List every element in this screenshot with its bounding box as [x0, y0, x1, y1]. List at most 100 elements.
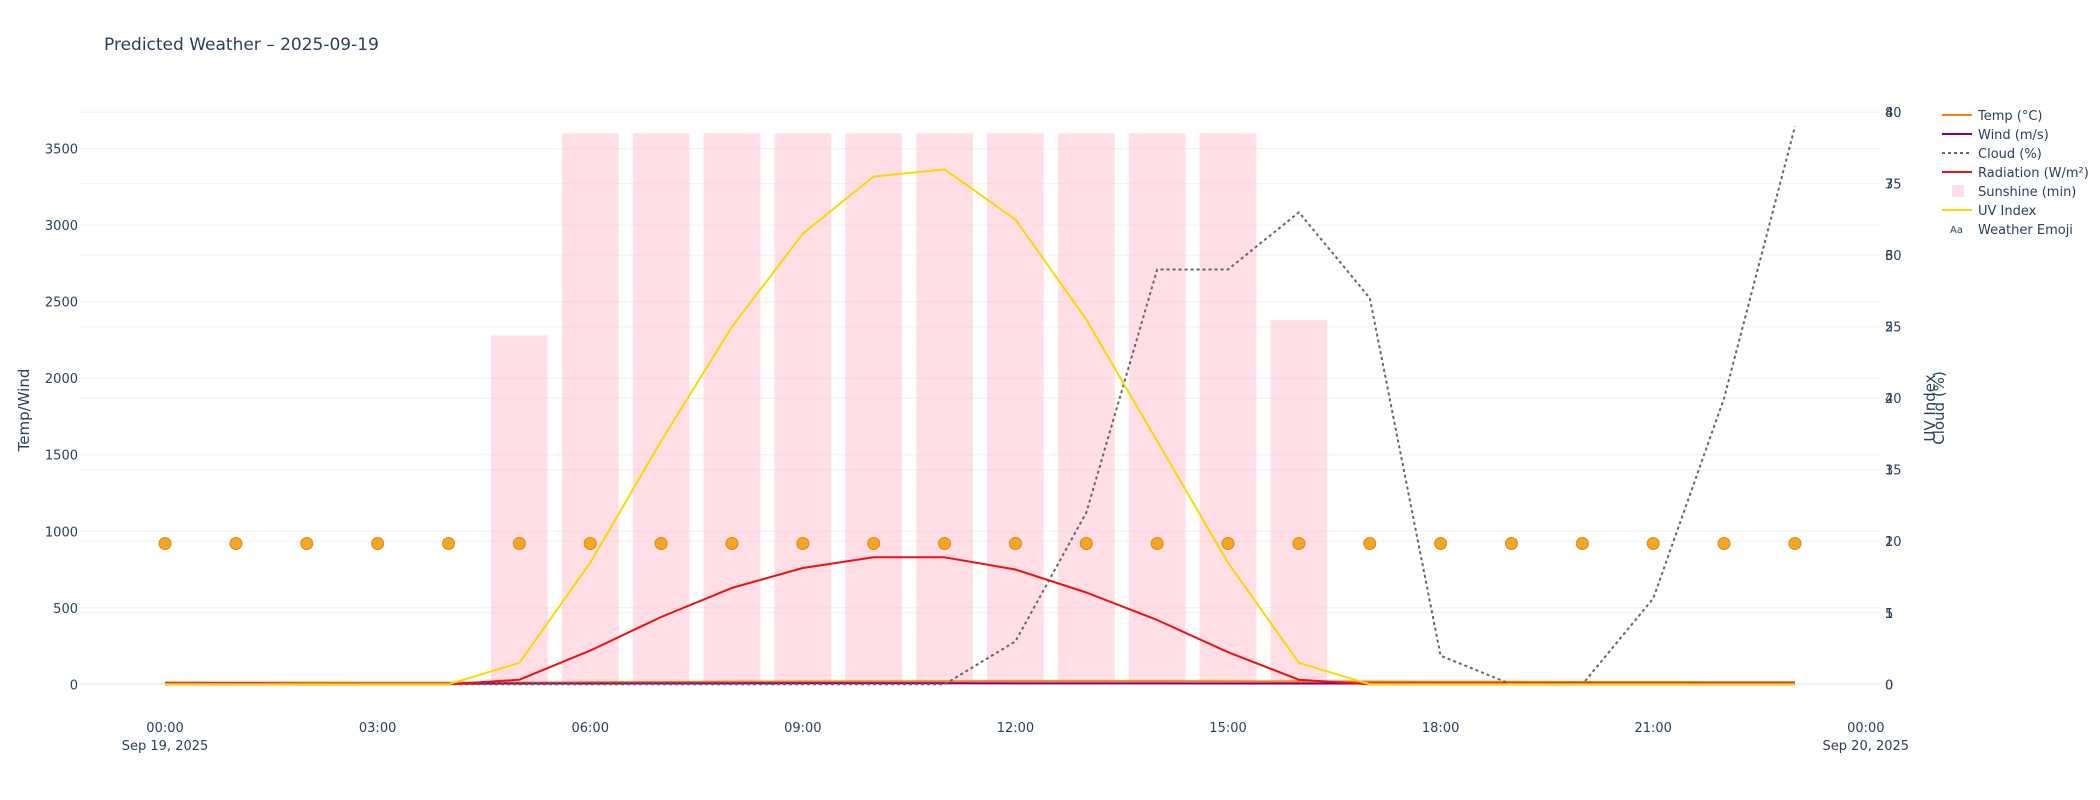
weather-emoji-marker	[1646, 536, 1660, 550]
legend[interactable]: Temp (°C) Wind (m/s) Cloud (%) Radiation (W…	[1942, 109, 2089, 238]
weather-emoji-marker	[1504, 536, 1518, 550]
weather-emoji-marker	[796, 536, 810, 550]
legend-label: UV Index	[1978, 204, 2037, 219]
y-uv-tick-label: 6	[1885, 249, 1893, 264]
legend-swatch: Aa	[1950, 225, 1963, 236]
x-tick-label: 09:00	[784, 721, 821, 736]
y-uv-tick-label: 8	[1885, 106, 1893, 121]
weather-emoji-marker	[1008, 536, 1022, 550]
x-tick-label: 03:00	[359, 721, 396, 736]
x-tick-label: 06:00	[572, 721, 609, 736]
legend-swatch	[1952, 185, 1964, 197]
legend-item[interactable]: Temp (°C)	[1942, 109, 2043, 124]
y-uv-tick-label: 7	[1885, 178, 1893, 193]
sunshine-bar	[491, 335, 548, 685]
gridlines	[80, 111, 1880, 686]
weather-emoji-marker	[1221, 536, 1235, 550]
weather-emoji-marker	[512, 536, 526, 550]
x-tick-date-label: Sep 19, 2025	[122, 739, 209, 754]
y-cloud-tick-label: 20	[1885, 392, 1902, 407]
legend-item[interactable]: Radiation (W/m²)	[1942, 166, 2089, 181]
legend-item[interactable]: Cloud (%)	[1942, 147, 2042, 162]
y-cloud-tick-label: 35	[1885, 178, 1902, 193]
sunshine-bar	[1057, 133, 1115, 685]
y-cloud-tick-label: 0	[1885, 678, 1893, 693]
weather-emoji-marker	[371, 536, 385, 550]
legend-item[interactable]: Sunshine (min)	[1952, 185, 2076, 200]
sunshine-bar	[1270, 320, 1328, 685]
x-tick-label: 15:00	[1209, 721, 1246, 736]
sunshine-bar	[561, 133, 619, 685]
x-tick-label: 18:00	[1422, 721, 1459, 736]
legend-label: Cloud (%)	[1978, 147, 2042, 162]
sunshine-bar	[987, 133, 1044, 685]
y-left-tick-label: 1000	[45, 525, 78, 540]
y-left-tick-label: 0	[70, 678, 78, 693]
y-cloud-axis-title: Cloud (%)	[1930, 371, 1948, 445]
weather-emoji-marker	[1292, 536, 1306, 550]
x-tick-label: 00:00	[146, 721, 183, 736]
y-left-tick-label: 1500	[45, 449, 78, 464]
legend-label: Sunshine (min)	[1978, 185, 2076, 200]
sunshine-bar	[774, 133, 832, 685]
legend-item[interactable]: UV Index	[1942, 204, 2037, 219]
sunshine-bar	[845, 133, 903, 685]
y-left-tick-label: 500	[53, 602, 78, 617]
weather-emoji-marker	[1150, 536, 1164, 550]
series-line-radiation	[165, 556, 1795, 686]
weather-emoji-marker	[300, 536, 314, 550]
y-left-tick-label: 2000	[45, 372, 78, 387]
legend-item[interactable]: Aa Weather Emoji	[1950, 223, 2073, 238]
y-uv-tick-label: 0	[1885, 678, 1893, 693]
sunshine-bar	[1199, 133, 1257, 685]
y-left-axis-title: Temp/Wind	[15, 369, 33, 453]
weather-emoji-marker	[725, 536, 739, 550]
y-cloud-tick-label: 40	[1885, 106, 1902, 121]
legend-item[interactable]: Wind (m/s)	[1942, 128, 2049, 143]
y-uv-tick-label: 2	[1885, 535, 1893, 550]
weather-emoji-marker	[654, 536, 668, 550]
series-lines	[164, 126, 1796, 686]
y-cloud-tick-label: 5	[1885, 607, 1893, 622]
y-cloud-tick-label: 15	[1885, 464, 1902, 479]
y-uv-tick-label: 5	[1885, 321, 1893, 336]
emoji-markers	[158, 536, 1802, 550]
y-uv-axis-title: UV Index	[1921, 374, 1939, 441]
y-cloud-tick-label: 30	[1885, 249, 1902, 264]
weather-emoji-marker	[1434, 536, 1448, 550]
x-tick-date-label: Sep 20, 2025	[1823, 739, 1910, 754]
sunshine-bars	[491, 133, 1328, 685]
weather-emoji-marker	[229, 536, 243, 550]
weather-emoji-marker	[158, 536, 172, 550]
axis-ticks: 0500100015002000250030003500051015202530…	[45, 106, 1909, 754]
y-left-tick-label: 3000	[45, 219, 78, 234]
sunshine-bar	[916, 133, 973, 685]
x-tick-label: 12:00	[997, 721, 1034, 736]
x-tick-label: 21:00	[1634, 721, 1671, 736]
weather-emoji-marker	[1788, 536, 1802, 550]
sunshine-bar	[703, 133, 761, 685]
weather-emoji-marker	[583, 536, 597, 550]
weather-emoji-marker	[1079, 536, 1093, 550]
y-cloud-tick-label: 25	[1885, 321, 1902, 336]
chart-title: Predicted Weather – 2025-09-19	[104, 35, 379, 55]
series-line-uv	[165, 168, 1795, 686]
legend-label: Temp (°C)	[1977, 109, 2043, 124]
weather-emoji-marker	[442, 536, 456, 550]
weather-emoji-marker	[1363, 536, 1377, 550]
weather-emoji-marker	[1575, 536, 1589, 550]
legend-label: Radiation (W/m²)	[1978, 166, 2089, 181]
weather-emoji-marker	[1717, 536, 1731, 550]
y-left-tick-label: 2500	[45, 296, 78, 311]
legend-label: Weather Emoji	[1978, 223, 2073, 238]
y-cloud-tick-label: 10	[1885, 535, 1902, 550]
x-tick-label: 00:00	[1847, 721, 1884, 736]
y-uv-tick-label: 1	[1885, 607, 1893, 622]
y-uv-tick-label: 4	[1885, 392, 1893, 407]
y-uv-tick-label: 3	[1885, 464, 1893, 479]
weather-emoji-marker	[938, 536, 952, 550]
series-line-cloud	[165, 126, 1796, 686]
legend-label: Wind (m/s)	[1978, 128, 2049, 143]
weather-emoji-marker	[867, 536, 881, 550]
